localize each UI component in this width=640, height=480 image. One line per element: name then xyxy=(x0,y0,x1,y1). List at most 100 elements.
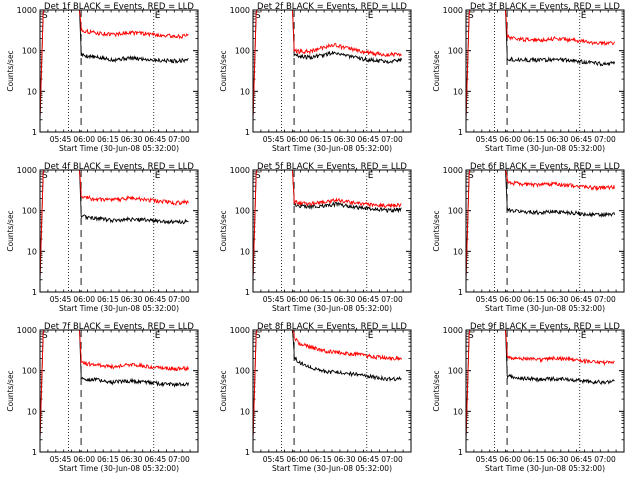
start-marker-label: S xyxy=(468,11,474,21)
x-tick-label: 06:30 xyxy=(121,295,143,304)
y-tick-label: 1 xyxy=(245,448,250,457)
y-tick-label: 1000 xyxy=(17,6,37,15)
x-tick-label: 06:00 xyxy=(499,295,521,304)
x-tick-label: 07:00 xyxy=(168,295,190,304)
events-series-line xyxy=(252,169,402,280)
x-tick-label: 07:00 xyxy=(381,135,403,144)
y-tick-label: 1 xyxy=(458,288,463,297)
x-axis-label: Start Time (30-Jun-08 05:32:00) xyxy=(59,304,179,313)
plot-frame xyxy=(39,169,199,293)
start-marker-label: S xyxy=(42,331,48,341)
lld-series-line xyxy=(465,169,615,280)
end-marker-label: E xyxy=(368,171,374,181)
x-tick-label: 07:00 xyxy=(594,135,616,144)
x-tick-label: 06:15 xyxy=(523,135,545,144)
events-series-line xyxy=(39,329,189,440)
x-tick-label: 05:45 xyxy=(50,455,72,464)
x-tick-label: 06:30 xyxy=(334,455,356,464)
x-tick-label: 06:45 xyxy=(571,295,593,304)
y-tick-label: 1 xyxy=(32,448,37,457)
x-tick-label: 06:00 xyxy=(286,455,308,464)
plot-frame xyxy=(252,9,412,133)
plot-frame xyxy=(252,329,412,453)
x-tick-label: 06:15 xyxy=(523,295,545,304)
x-tick-label: 05:45 xyxy=(50,135,72,144)
detector-panel: Det 2f BLACK = Events, RED = LLD Counts/s… xyxy=(219,2,412,153)
y-tick-label: 10 xyxy=(240,247,250,256)
start-marker-label: S xyxy=(255,11,261,21)
lld-series-line xyxy=(465,9,615,120)
panel-title: Det 6f BLACK = Events, RED = LLD xyxy=(470,162,620,172)
y-axis-label: Counts/sec xyxy=(219,210,228,251)
x-tick-label: 06:15 xyxy=(523,455,545,464)
x-tick-label: 06:30 xyxy=(334,135,356,144)
x-axis-label: Start Time (30-Jun-08 05:32:00) xyxy=(272,304,392,313)
plot-frame xyxy=(39,9,199,133)
x-tick-label: 05:45 xyxy=(263,135,285,144)
end-marker-label: E xyxy=(368,331,374,341)
lld-series-line xyxy=(39,329,189,440)
start-marker-label: S xyxy=(255,171,261,181)
y-axis-label: Counts/sec xyxy=(6,50,15,91)
panel-title: Det 1f BLACK = Events, RED = LLD xyxy=(44,2,194,12)
x-tick-label: 06:15 xyxy=(310,455,332,464)
x-tick-label: 06:15 xyxy=(97,135,119,144)
y-tick-label: 1000 xyxy=(443,6,463,15)
events-series-line xyxy=(465,169,615,280)
detector-panel: Det 8f BLACK = Events, RED = LLD Counts/s… xyxy=(219,322,412,473)
x-tick-label: 06:00 xyxy=(499,455,521,464)
x-tick-label: 06:15 xyxy=(310,295,332,304)
end-marker-label: E xyxy=(155,331,161,341)
lld-series-line xyxy=(39,169,189,280)
end-marker-label: E xyxy=(581,331,587,341)
x-tick-label: 05:45 xyxy=(476,135,498,144)
y-tick-label: 10 xyxy=(453,407,463,416)
y-axis-label: Counts/sec xyxy=(6,210,15,251)
y-axis-label: Counts/sec xyxy=(432,50,441,91)
end-marker-label: E xyxy=(155,171,161,181)
y-axis-label: Counts/sec xyxy=(432,370,441,411)
y-tick-label: 100 xyxy=(235,47,250,56)
x-tick-label: 06:00 xyxy=(73,295,95,304)
detector-panel: Det 5f BLACK = Events, RED = LLD Counts/s… xyxy=(219,162,412,313)
y-tick-label: 100 xyxy=(448,47,463,56)
x-tick-label: 07:00 xyxy=(168,135,190,144)
events-series-line xyxy=(465,329,615,440)
panel-title: Det 9f BLACK = Events, RED = LLD xyxy=(470,322,620,332)
y-axis-label: Counts/sec xyxy=(6,370,15,411)
y-tick-label: 100 xyxy=(235,367,250,376)
x-tick-label: 06:45 xyxy=(145,455,167,464)
events-series-line xyxy=(252,329,402,440)
y-tick-label: 10 xyxy=(27,407,37,416)
y-tick-label: 1 xyxy=(32,128,37,137)
y-tick-label: 100 xyxy=(235,207,250,216)
plot-frame xyxy=(39,329,199,453)
x-tick-label: 06:00 xyxy=(286,295,308,304)
plot-frame xyxy=(465,169,625,293)
detector-panel: Det 9f BLACK = Events, RED = LLD Counts/s… xyxy=(432,322,625,473)
end-marker-label: E xyxy=(581,11,587,21)
detector-panel: Det 6f BLACK = Events, RED = LLD Counts/s… xyxy=(432,162,625,313)
y-tick-label: 1000 xyxy=(230,6,250,15)
x-tick-label: 05:45 xyxy=(263,295,285,304)
x-tick-label: 06:30 xyxy=(547,135,569,144)
end-marker-label: E xyxy=(581,171,587,181)
detector-panel: Det 7f BLACK = Events, RED = LLD Counts/s… xyxy=(6,322,199,473)
x-axis-label: Start Time (30-Jun-08 05:32:00) xyxy=(272,464,392,473)
y-tick-label: 1000 xyxy=(443,166,463,175)
x-tick-label: 05:45 xyxy=(263,455,285,464)
x-tick-label: 06:15 xyxy=(97,455,119,464)
x-tick-label: 06:00 xyxy=(73,455,95,464)
x-tick-label: 06:45 xyxy=(145,295,167,304)
x-axis-label: Start Time (30-Jun-08 05:32:00) xyxy=(59,464,179,473)
x-tick-label: 06:45 xyxy=(571,135,593,144)
y-tick-label: 10 xyxy=(240,407,250,416)
events-series-line xyxy=(39,169,189,280)
x-axis-label: Start Time (30-Jun-08 05:32:00) xyxy=(485,464,605,473)
x-tick-label: 06:30 xyxy=(121,455,143,464)
detector-panel: Det 4f BLACK = Events, RED = LLD Counts/s… xyxy=(6,162,199,313)
x-tick-label: 06:45 xyxy=(571,455,593,464)
x-tick-label: 05:45 xyxy=(50,295,72,304)
x-axis-label: Start Time (30-Jun-08 05:32:00) xyxy=(59,144,179,153)
